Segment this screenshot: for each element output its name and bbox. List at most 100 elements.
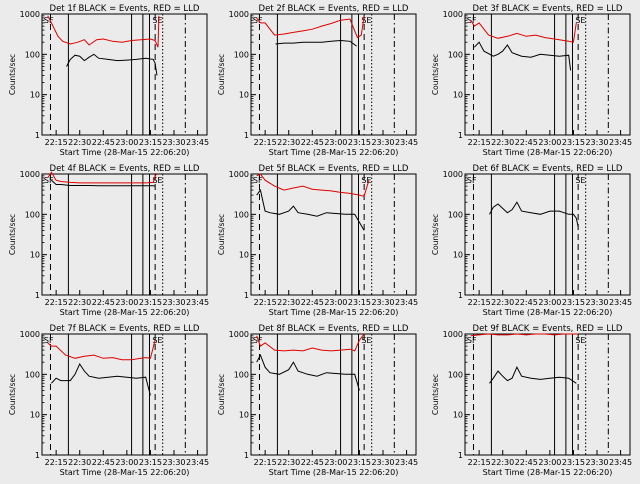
events-series-line [256, 188, 365, 231]
x-tick-label: 22:30 [277, 298, 300, 307]
plot-frame [464, 173, 631, 296]
x-tick-label: 23:00 [538, 458, 561, 467]
y-tick-label: 1 [244, 451, 249, 460]
x-tick-label: 22:15 [45, 138, 68, 147]
x-axis-label: Start Time (28-Mar-15 22:06:20) [60, 308, 190, 317]
x-tick-label: 23:00 [115, 458, 138, 467]
detector-panel-9: Det 9f BLACK = Events, RED = LLD 1 10 100 10… [431, 324, 632, 477]
x-tick-label: 23:15 [348, 458, 371, 467]
x-axis-label: Start Time (28-Mar-15 22:06:20) [483, 468, 613, 477]
y-tick-label: 100 [234, 210, 249, 219]
x-tick-label: 22:30 [491, 458, 514, 467]
x-axis-label: Start Time (28-Mar-15 22:06:20) [269, 468, 399, 477]
x-axis-label: Start Time (28-Mar-15 22:06:20) [483, 308, 613, 317]
plot-frame [250, 173, 417, 296]
y-tick-label: 1 [458, 131, 463, 140]
x-axis-label: Start Time (28-Mar-15 22:06:20) [483, 148, 613, 157]
y-axis-label: Counts/sec [431, 374, 440, 415]
lld-series-line [256, 173, 370, 197]
x-tick-label: 23:00 [538, 298, 561, 307]
x-tick-label: 22:15 [468, 138, 491, 147]
x-tick-label: 23:00 [324, 298, 347, 307]
marker-label: SE [575, 176, 585, 185]
lld-series-line [47, 340, 156, 361]
x-tick-label: 22:30 [68, 458, 91, 467]
y-tick-label: 1000 [229, 170, 249, 179]
lld-series-line [256, 333, 365, 352]
detector-panel-1: Det 1f BLACK = Events, RED = LLD 1 10 100 10… [8, 4, 209, 157]
y-tick-label: 1 [35, 131, 40, 140]
y-tick-label: 100 [25, 50, 40, 59]
marker-label: SF [44, 16, 54, 25]
x-tick-label: 23:00 [115, 298, 138, 307]
x-tick-label: 23:30 [585, 138, 608, 147]
detector-panel-5: Det 5f BLACK = Events, RED = LLD 1 10 100 10… [217, 164, 418, 317]
x-tick-label: 23:00 [115, 138, 138, 147]
x-tick-label: 23:00 [324, 458, 347, 467]
x-tick-label: 23:45 [395, 298, 418, 307]
marker-label: SF [44, 176, 54, 185]
y-tick-label: 10 [30, 251, 40, 260]
x-axis-label: Start Time (28-Mar-15 22:06:20) [269, 308, 399, 317]
x-tick-label: 22:45 [515, 298, 538, 307]
x-tick-label: 22:15 [254, 298, 277, 307]
x-tick-label: 22:45 [92, 138, 115, 147]
y-tick-label: 1000 [20, 10, 40, 19]
x-tick-label: 23:15 [348, 138, 371, 147]
marker-label: SE [575, 336, 585, 345]
y-tick-label: 100 [448, 50, 463, 59]
marker-label: SE [361, 16, 371, 25]
x-tick-label: 23:45 [186, 138, 209, 147]
x-tick-label: 22:45 [92, 298, 115, 307]
y-tick-label: 1000 [229, 330, 249, 339]
x-tick-label: 22:30 [277, 138, 300, 147]
detector-panel-2: Det 2f BLACK = Events, RED = LLD 1 10 100 10… [217, 4, 418, 157]
y-tick-label: 100 [234, 50, 249, 59]
x-tick-label: 22:45 [515, 458, 538, 467]
x-tick-label: 23:30 [162, 138, 185, 147]
lld-series-line [470, 333, 579, 337]
y-tick-label: 10 [30, 411, 40, 420]
events-series-line [474, 41, 572, 71]
panel-title: Det 7f BLACK = Events, RED = LLD [50, 324, 200, 334]
y-axis-label: Counts/sec [431, 54, 440, 95]
x-tick-label: 22:45 [301, 138, 324, 147]
y-tick-label: 10 [239, 91, 249, 100]
panel-title: Det 5f BLACK = Events, RED = LLD [259, 164, 409, 174]
x-tick-label: 22:45 [515, 138, 538, 147]
x-tick-label: 22:45 [301, 298, 324, 307]
x-tick-label: 22:30 [68, 138, 91, 147]
marker-label: SE [361, 176, 371, 185]
marker-label: SE [361, 336, 371, 345]
x-tick-label: 23:30 [585, 298, 608, 307]
x-tick-label: 22:15 [468, 298, 491, 307]
plot-frame [41, 173, 208, 296]
y-tick-label: 1000 [229, 10, 249, 19]
events-series-line [275, 39, 357, 47]
x-tick-label: 22:15 [254, 138, 277, 147]
panel-title: Det 9f BLACK = Events, RED = LLD [473, 324, 623, 334]
y-tick-label: 1000 [443, 170, 463, 179]
x-tick-label: 23:00 [538, 138, 561, 147]
y-tick-label: 1 [244, 291, 249, 300]
y-tick-label: 1000 [20, 170, 40, 179]
y-tick-label: 10 [453, 411, 463, 420]
x-tick-label: 23:15 [562, 138, 585, 147]
marker-label: SF [253, 16, 263, 25]
y-tick-label: 1 [458, 451, 463, 460]
x-tick-label: 23:15 [562, 458, 585, 467]
x-tick-label: 22:15 [254, 458, 277, 467]
marker-label: SE [575, 16, 585, 25]
x-tick-label: 23:45 [186, 458, 209, 467]
events-series-line [256, 353, 360, 391]
x-tick-label: 22:15 [45, 298, 68, 307]
x-axis-label: Start Time (28-Mar-15 22:06:20) [269, 148, 399, 157]
x-tick-label: 23:30 [371, 458, 394, 467]
marker-label: SF [44, 336, 54, 345]
marker-label: SF [467, 336, 477, 345]
x-tick-label: 22:15 [468, 458, 491, 467]
x-tick-label: 23:45 [609, 458, 632, 467]
lld-series-line [470, 19, 577, 43]
